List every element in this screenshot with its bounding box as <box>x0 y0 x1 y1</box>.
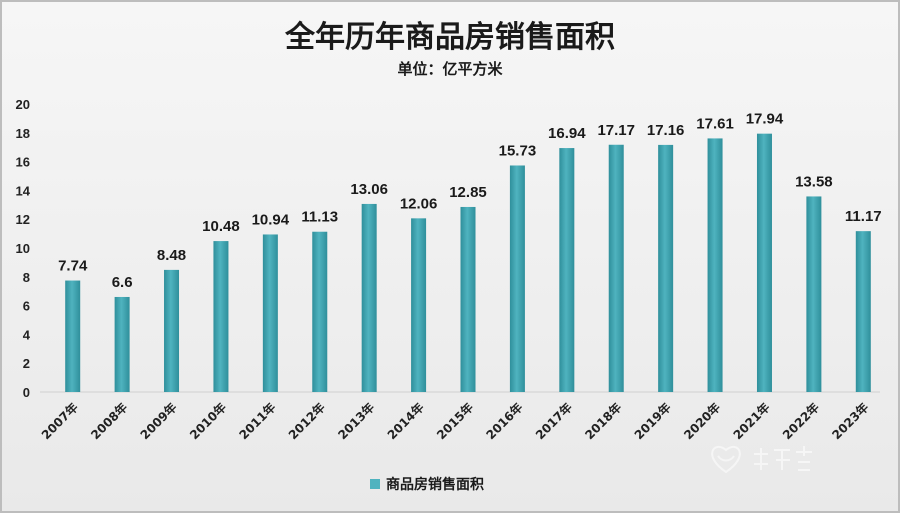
x-tick-label: 2012年 <box>285 400 328 443</box>
bar <box>608 144 624 392</box>
bar <box>361 203 377 392</box>
data-label: 8.48 <box>157 247 186 264</box>
data-label: 16.94 <box>548 125 586 142</box>
bar <box>411 218 427 392</box>
y-tick-label: 12 <box>16 212 30 227</box>
x-tick-label: 2017年 <box>532 400 575 443</box>
data-label: 13.58 <box>795 173 833 190</box>
x-tick-label: 2015年 <box>433 400 476 443</box>
y-tick-label: 16 <box>16 155 30 170</box>
x-tick-label: 2008年 <box>88 400 131 443</box>
data-label: 7.74 <box>58 258 88 275</box>
bar <box>756 133 772 392</box>
bar <box>509 165 525 392</box>
bar <box>164 269 180 392</box>
y-tick-label: 6 <box>23 299 30 314</box>
bar <box>262 234 278 392</box>
x-tick-label: 2019年 <box>631 400 674 443</box>
x-tick-label: 2016年 <box>483 400 526 443</box>
x-tick-label: 2014年 <box>384 400 427 443</box>
bar <box>213 241 229 392</box>
data-label: 11.13 <box>301 209 338 226</box>
bar <box>312 231 328 392</box>
data-label: 12.85 <box>449 184 487 201</box>
legend-swatch <box>370 479 380 489</box>
y-tick-label: 18 <box>16 126 30 141</box>
watermark-logo <box>711 445 812 474</box>
bar <box>806 196 822 392</box>
data-label: 13.06 <box>350 181 388 198</box>
y-tick-label: 10 <box>16 241 30 256</box>
data-label: 15.73 <box>499 142 537 159</box>
bar <box>114 296 130 392</box>
bar <box>855 231 871 392</box>
x-tick-label: 2011年 <box>236 400 279 443</box>
data-label: 17.17 <box>597 122 635 139</box>
x-tick-label: 2009年 <box>137 400 180 443</box>
data-label: 11.17 <box>845 208 882 225</box>
data-label: 10.48 <box>202 218 240 235</box>
bar <box>65 280 81 392</box>
bar <box>460 206 476 392</box>
data-label: 17.61 <box>696 115 734 132</box>
x-tick-label: 2007年 <box>38 400 81 443</box>
bar <box>658 144 674 392</box>
y-tick-label: 8 <box>23 270 30 285</box>
bar <box>559 148 575 392</box>
chart-title: 全年历年商品房销售面积 <box>285 20 615 55</box>
x-tick-label: 2018年 <box>582 400 625 443</box>
chart-subtitle: 单位：亿平方米 <box>397 60 503 78</box>
data-label: 12.06 <box>400 195 438 212</box>
x-tick-label: 2013年 <box>335 400 378 443</box>
bar <box>707 138 723 392</box>
y-tick-label: 4 <box>23 327 31 342</box>
data-label: 6.6 <box>112 274 133 291</box>
data-label: 17.94 <box>746 111 784 128</box>
legend-label: 商品房销售面积 <box>386 477 484 493</box>
y-tick-label: 0 <box>23 385 30 400</box>
y-tick-label: 2 <box>23 356 30 371</box>
legend: 商品房销售面积 <box>370 474 484 494</box>
x-tick-label: 2023年 <box>829 400 872 443</box>
data-label: 10.94 <box>252 211 290 228</box>
x-tick-label: 2010年 <box>186 400 229 443</box>
y-tick-label: 20 <box>16 97 30 112</box>
y-tick-label: 14 <box>16 183 31 198</box>
data-label: 17.16 <box>647 122 685 139</box>
